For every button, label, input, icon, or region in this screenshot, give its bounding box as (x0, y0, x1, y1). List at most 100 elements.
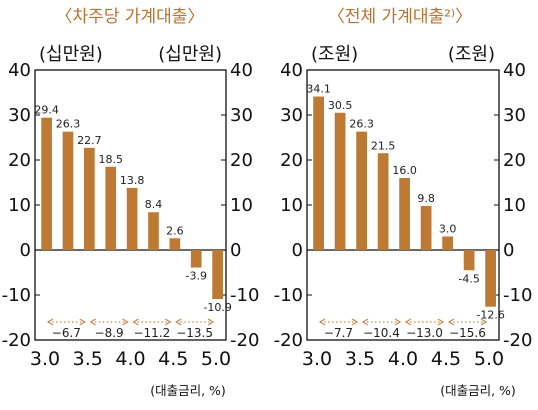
range-label-bg (321, 325, 356, 339)
bar (62, 131, 74, 250)
x-tick-label: 5.0 (474, 348, 504, 370)
bar (356, 131, 367, 250)
y-tick-label-left: 20 (8, 150, 31, 171)
y-tick-label-right: 40 (230, 60, 253, 81)
bar-value-label: -12.6 (476, 309, 504, 322)
y-tick-label-left: 10 (280, 195, 303, 216)
range-arrow-head-right (79, 318, 86, 326)
range-arrow-head-right (122, 318, 129, 326)
bar-value-label: 13.8 (120, 174, 145, 187)
range-label-bg (173, 325, 216, 339)
range-arrow-head-right (480, 318, 488, 326)
range-label: −13.5 (176, 326, 213, 340)
x-tick-label: 3.0 (302, 348, 332, 370)
bar-value-label: 16.0 (392, 164, 417, 177)
chart-panel-1: 〈차주당 가계대출〉 (십만원) (십만원) 40 40 30 30 20 20 10 10 0 0 -1… (2, 7, 260, 398)
range-label-bg (446, 325, 489, 339)
bar (105, 166, 117, 250)
y-unit-right: (조원) (448, 44, 495, 65)
x-tick-label: 4.5 (158, 348, 188, 370)
x-tick-label: 3.5 (73, 348, 103, 370)
bar (399, 178, 410, 250)
range-arrow-head-right (437, 318, 445, 326)
y-tick-label-right: -20 (503, 330, 532, 351)
x-tick-label: 3.0 (30, 348, 60, 370)
range-label: −13.0 (406, 326, 443, 340)
bar (463, 250, 475, 271)
bar-value-label: 8.4 (145, 198, 163, 211)
y-tick-label-left: -10 (274, 285, 303, 306)
bar (420, 205, 432, 250)
bar (41, 117, 52, 250)
bar (485, 250, 496, 307)
range-arrow-head-left (89, 318, 97, 326)
range-label: −8.9 (95, 326, 124, 340)
y-tick-label-left: 30 (8, 105, 31, 126)
y-tick-label-left: -10 (2, 285, 31, 306)
x-axis-label: (대출금리, %) (440, 383, 516, 398)
y-tick-label-right: 20 (230, 150, 253, 171)
range-label-bg (49, 325, 84, 339)
chart-title: 〈차주당 가계대출〉 (56, 7, 205, 27)
range-label-bg (360, 325, 403, 339)
bar-value-label: 30.5 (328, 99, 353, 112)
x-tick-label: 3.5 (345, 348, 375, 370)
range-arrow-head-left (361, 318, 369, 326)
bar (313, 96, 324, 250)
bar (212, 250, 223, 300)
y-tick-label-right: 30 (230, 105, 253, 126)
y-tick-label-left: 10 (8, 195, 31, 216)
bar-value-label: 3.0 (439, 223, 457, 236)
range-label-bg (92, 325, 127, 339)
bar-value-label: 22.7 (77, 134, 102, 147)
y-tick-label-left: -20 (2, 330, 31, 351)
range-label: −15.6 (449, 326, 486, 340)
y-tick-label-right: -10 (230, 285, 259, 306)
range-label: −6.7 (52, 326, 81, 340)
y-tick-label-left: 30 (280, 105, 303, 126)
y-unit-left: (조원) (311, 44, 358, 65)
x-axis-label: (대출금리, %) (150, 383, 226, 398)
x-tick-label: 4.0 (388, 348, 418, 370)
range-arrow-head-left (175, 318, 182, 326)
bar (334, 112, 346, 250)
x-tick-label: 4.0 (115, 348, 145, 370)
bar-value-label: 26.3 (349, 118, 374, 131)
range-label: −11.2 (133, 326, 170, 340)
bar-value-label: 9.8 (417, 192, 435, 205)
y-tick-label-right: -20 (230, 330, 259, 351)
range-label: −7.7 (324, 326, 353, 340)
chart-title: 〈전체 가계대출²⁾〉 (328, 7, 472, 27)
range-arrow-head-left (132, 318, 139, 326)
y-unit-right: (십만원) (158, 44, 222, 65)
y-tick-label-right: 20 (503, 150, 526, 171)
y-tick-label-right: 0 (230, 240, 241, 261)
bar (84, 147, 95, 250)
range-arrow-head-left (318, 318, 326, 326)
bar (126, 187, 138, 250)
range-arrow-head-left (46, 318, 54, 326)
range-label-bg (403, 325, 446, 339)
range-arrow-head-right (394, 318, 402, 326)
range-arrow-head-right (351, 318, 359, 326)
bar (190, 250, 202, 268)
bar (377, 153, 389, 250)
bar-value-label: -10.9 (203, 301, 231, 314)
range-arrow-head-left (404, 318, 412, 326)
bar (148, 212, 159, 250)
y-tick-label-right: -10 (503, 285, 532, 306)
y-unit-left: (십만원) (39, 44, 103, 65)
y-tick-label-left: 0 (20, 240, 31, 261)
bar-value-label: 2.6 (166, 224, 184, 237)
range-arrow-head-left (447, 318, 455, 326)
bar-value-label: 21.5 (371, 139, 396, 152)
y-tick-label-right: 30 (503, 105, 526, 126)
bar-value-label: 34.1 (306, 83, 331, 96)
y-tick-label-right: 40 (503, 60, 526, 81)
y-tick-label-left: 40 (8, 60, 31, 81)
bar-value-label: 18.5 (98, 153, 123, 166)
range-label-bg (131, 325, 173, 339)
bar-value-label: 29.4 (34, 104, 59, 117)
y-tick-label-left: 40 (280, 60, 303, 81)
